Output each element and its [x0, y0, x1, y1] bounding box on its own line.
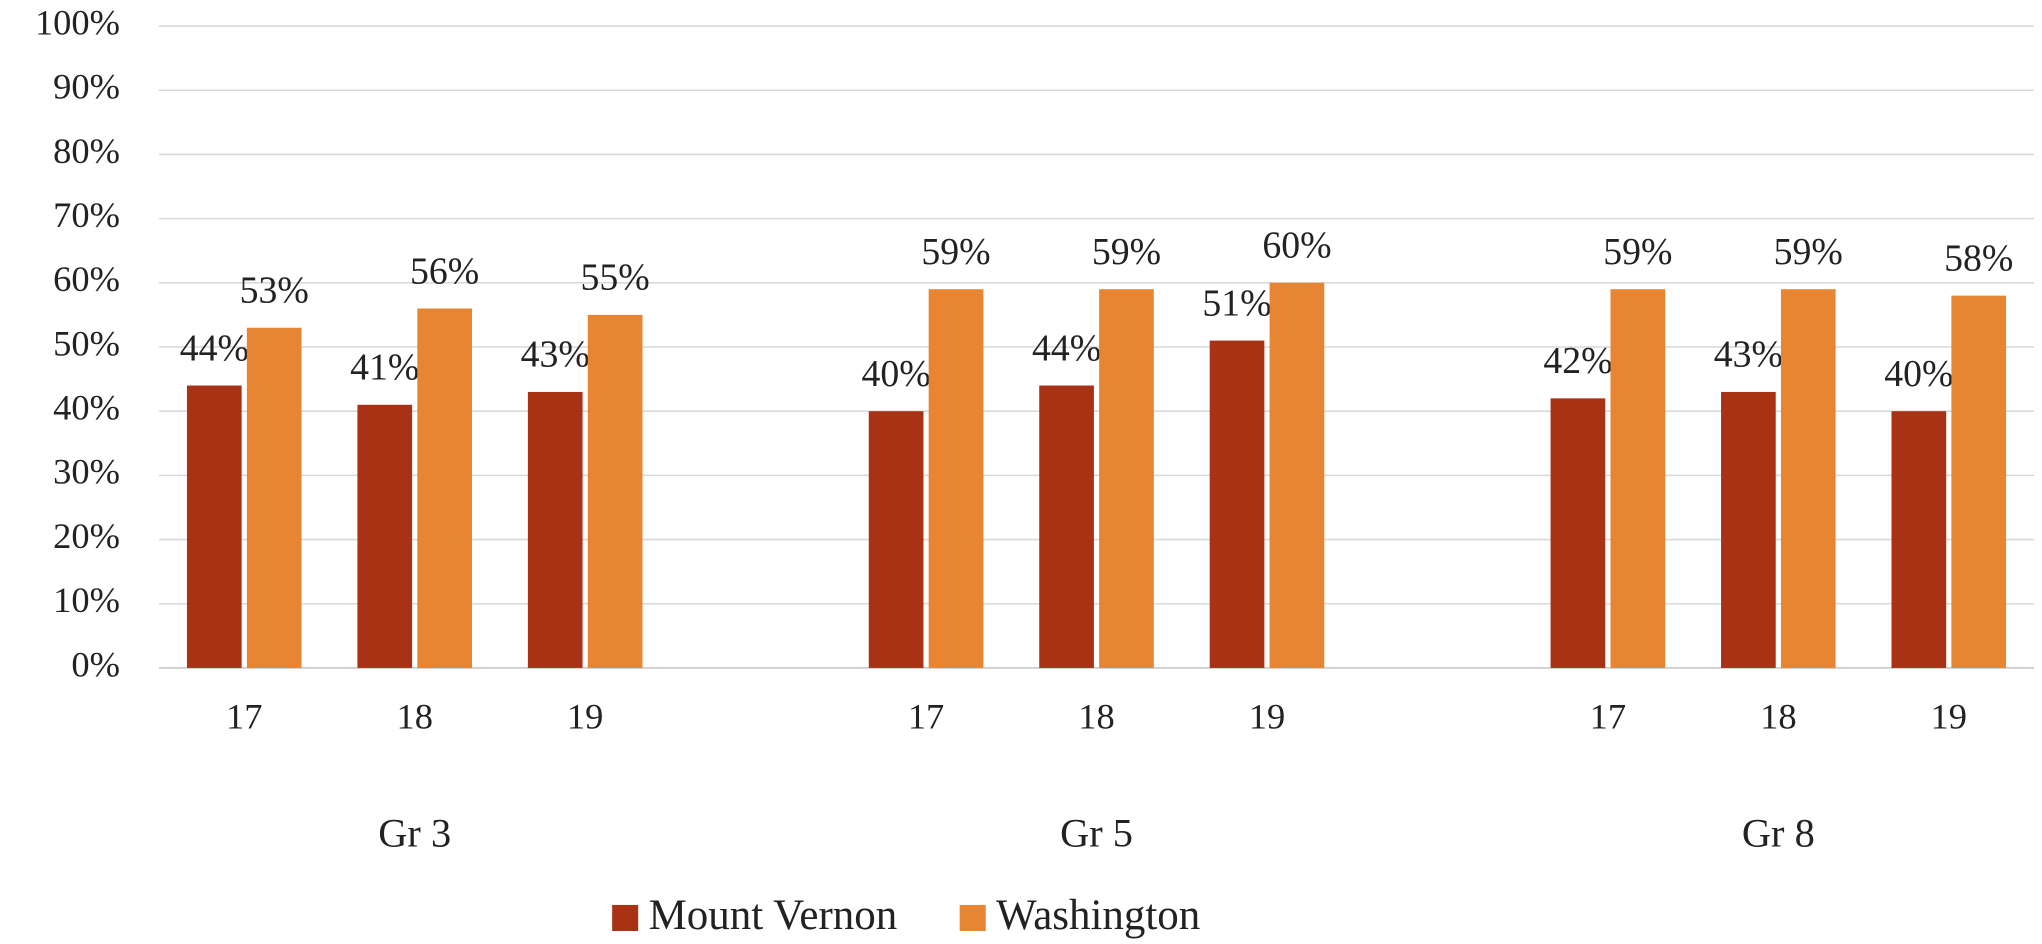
bar	[527, 391, 583, 668]
bar	[417, 308, 473, 668]
y-tick-label: 50%	[53, 323, 120, 363]
y-tick-label: 0%	[71, 644, 120, 684]
y-tick-label: 100%	[35, 2, 120, 42]
x-group-label: Gr 8	[1742, 810, 1815, 855]
x-tick-label: 19	[1931, 696, 1967, 736]
bar	[1721, 391, 1776, 668]
data-label: 43%	[521, 334, 590, 376]
bar	[1550, 398, 1606, 668]
y-tick-label: 70%	[53, 195, 120, 235]
data-label: 44%	[1032, 327, 1101, 369]
legend-label: Mount Vernon	[649, 892, 898, 939]
bar	[868, 411, 924, 668]
bar	[1209, 340, 1265, 668]
legend-swatch	[612, 904, 639, 931]
x-tick-label: 18	[1760, 696, 1796, 736]
bar	[1039, 385, 1094, 668]
x-tick-label: 17	[908, 696, 944, 736]
legend-label: Washington	[996, 892, 1200, 939]
x-tick-label: 18	[1078, 696, 1114, 736]
data-label: 59%	[1092, 231, 1161, 273]
bar	[246, 327, 302, 668]
y-tick-label: 60%	[53, 259, 120, 299]
y-tick-label: 40%	[53, 388, 120, 428]
x-group-label: Gr 5	[1060, 810, 1133, 855]
bar	[186, 385, 242, 668]
bar	[357, 404, 413, 668]
bar	[1780, 289, 1836, 668]
x-tick-label: 17	[226, 696, 262, 736]
data-label: 40%	[862, 353, 931, 395]
data-label: 56%	[410, 250, 479, 292]
y-tick-label: 20%	[53, 516, 120, 556]
bar	[1269, 282, 1325, 668]
data-label: 44%	[180, 327, 249, 369]
x-tick-label: 17	[1590, 696, 1626, 736]
bar	[587, 314, 643, 668]
data-label: 59%	[1603, 231, 1672, 273]
legend-swatch	[959, 904, 986, 931]
x-group-label: Gr 3	[378, 810, 451, 855]
data-label: 59%	[1774, 231, 1843, 273]
data-label: 51%	[1202, 282, 1271, 324]
x-tick-label: 19	[567, 696, 603, 736]
data-label: 55%	[581, 257, 650, 299]
x-tick-label: 18	[396, 696, 432, 736]
y-tick-label: 10%	[53, 580, 120, 620]
data-label: 43%	[1714, 334, 1783, 376]
data-label: 58%	[1944, 237, 2013, 279]
bar	[1951, 295, 2007, 668]
data-label: 59%	[921, 231, 990, 273]
bar	[928, 289, 984, 668]
data-label: 53%	[240, 270, 309, 312]
data-label: 41%	[350, 347, 419, 389]
x-tick-label: 19	[1249, 696, 1285, 736]
bar	[1099, 289, 1154, 668]
y-tick-label: 80%	[53, 131, 120, 171]
y-tick-label: 90%	[53, 67, 120, 107]
data-label: 60%	[1262, 225, 1331, 267]
bar	[1891, 411, 1947, 668]
bar	[1610, 289, 1666, 668]
data-label: 40%	[1884, 353, 1953, 395]
y-tick-label: 30%	[53, 452, 120, 492]
data-label: 42%	[1543, 340, 1612, 382]
